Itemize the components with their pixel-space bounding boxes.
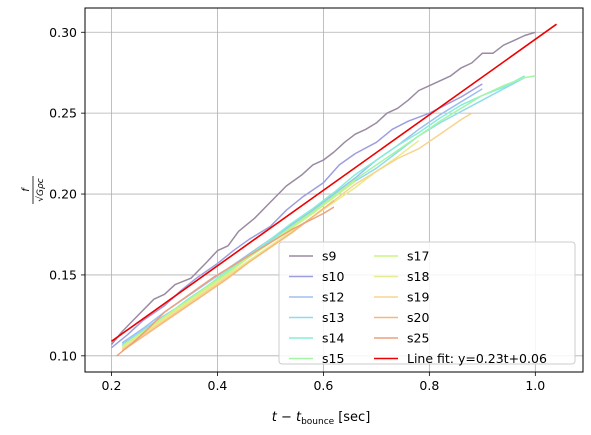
series-line-s25 [116, 206, 335, 357]
series-line-s20 [121, 199, 335, 352]
y-tick-label: 0.15 [49, 267, 77, 282]
legend-label: s14 [322, 331, 344, 346]
series-line-s9 [110, 31, 536, 345]
x-axis-label-main: t − t [272, 410, 302, 425]
legend-label: s12 [322, 290, 344, 305]
series-line-s17 [121, 180, 356, 347]
y-tick-label: 0.30 [49, 25, 77, 40]
legend-label: s25 [407, 331, 429, 346]
legend-label: s19 [407, 290, 429, 305]
legend-box [278, 241, 576, 365]
legend-label: s9 [322, 249, 337, 264]
legend-label: s13 [322, 310, 344, 325]
y-axis-label: f √Gρc [21, 176, 46, 204]
legend-label: s17 [407, 249, 429, 264]
legend-label: s10 [322, 269, 344, 284]
y-axis-label-denominator: √Gρc [35, 178, 46, 201]
x-tick-label: 0.6 [313, 378, 333, 393]
legend-label: s15 [322, 351, 344, 366]
plot-area [110, 23, 557, 357]
x-axis-label: t − tbounce [sec] [272, 410, 371, 427]
legend: s9 s10 s12 s13 s14 s15 s17 s18 s19 s20 s25 Line fit… [278, 241, 576, 366]
x-tick-label: 0.4 [208, 378, 228, 393]
y-tick-label: 0.20 [49, 187, 77, 202]
series-line-s18 [121, 140, 420, 349]
x-tick-label: 1.0 [525, 378, 545, 393]
axes-frame [84, 7, 584, 373]
y-axis-label-numerator: f [21, 187, 32, 192]
legend-label: s18 [407, 269, 429, 284]
legend-label: s20 [407, 310, 429, 325]
legend-label: Line fit: y=0.23t+0.06 [407, 351, 547, 366]
axis-ticks: 0.2 0.4 0.6 0.8 1.0 0.10 0.15 0.20 0.25 0.30 [49, 25, 545, 393]
x-axis-label-subscript: bounce [301, 417, 335, 427]
y-tick-label: 0.25 [49, 106, 77, 121]
y-tick-label: 0.10 [49, 348, 77, 363]
series-line-fit [111, 23, 557, 342]
x-tick-label: 0.8 [419, 378, 439, 393]
series-line-s14 [121, 75, 526, 347]
x-tick-label: 0.2 [102, 378, 122, 393]
x-axis-label-unit: [sec] [338, 410, 370, 425]
